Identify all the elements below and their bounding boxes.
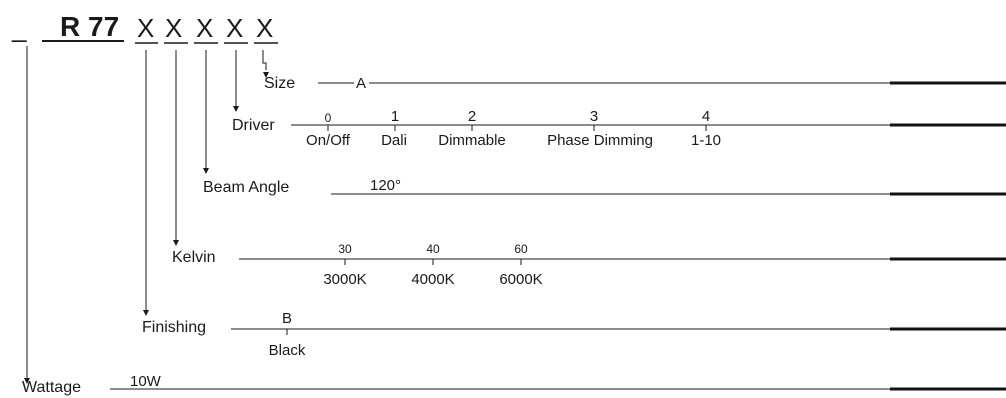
row-label-size: Size <box>264 75 295 92</box>
placeholder-size: X <box>256 13 273 43</box>
option-code-size-a: A <box>356 75 366 92</box>
row-kelvin: Kelvin 30 3000K 40 4000K 60 6000K <box>172 242 1006 288</box>
placeholder-kelvin: X <box>196 13 213 43</box>
option-name-finishing-black: Black <box>269 342 306 359</box>
option-name-kelvin-3000k: 3000K <box>323 271 366 288</box>
option-code-driver-2: 2 <box>468 108 476 125</box>
connector-arrowheads <box>24 72 269 384</box>
placeholder-wattage: X <box>137 13 154 43</box>
option-code-wattage-10w: 10W <box>130 373 162 390</box>
placeholder-finishing: X <box>165 13 182 43</box>
option-name-driver-onoff: On/Off <box>306 132 351 149</box>
option-code-finishing-b: B <box>282 310 292 327</box>
option-code-kelvin-30: 30 <box>338 242 352 256</box>
option-name-kelvin-6000k: 6000K <box>499 271 542 288</box>
product-code: R 77 <box>60 11 119 42</box>
row-wattage: Wattage 10W <box>22 373 1006 396</box>
option-name-driver-phase-dimming: Phase Dimming <box>547 132 653 149</box>
option-code-driver-4: 4 <box>702 108 710 125</box>
option-name-kelvin-4000k: 4000K <box>411 271 454 288</box>
connector-lines <box>26 46 267 378</box>
row-beam-angle: Beam Angle 120° <box>203 177 1006 196</box>
row-finishing: Finishing B Black <box>142 310 1006 359</box>
option-code-driver-3: 3 <box>590 108 598 125</box>
row-label-driver: Driver <box>232 117 275 134</box>
row-label-beam-angle: Beam Angle <box>203 179 289 196</box>
placeholder-driver: X <box>226 13 243 43</box>
row-size: Size A <box>264 75 1006 92</box>
option-code-kelvin-60: 60 <box>514 242 528 256</box>
row-label-kelvin: Kelvin <box>172 249 216 266</box>
row-driver: Driver 0 On/Off 1 Dali 2 Dimmable 3 Phas… <box>232 108 1006 149</box>
option-code-driver-1: 1 <box>391 108 399 125</box>
option-code-driver-0: 0 <box>325 111 332 125</box>
option-code-kelvin-40: 40 <box>426 242 440 256</box>
option-name-driver-1-10: 1-10 <box>691 132 721 149</box>
option-name-driver-dimmable: Dimmable <box>438 132 506 149</box>
row-label-wattage: Wattage <box>22 379 81 396</box>
option-code-beam-120: 120° <box>370 177 401 194</box>
option-name-driver-dali: Dali <box>381 132 407 149</box>
row-label-finishing: Finishing <box>142 319 206 336</box>
code-blank: _ <box>11 13 27 43</box>
